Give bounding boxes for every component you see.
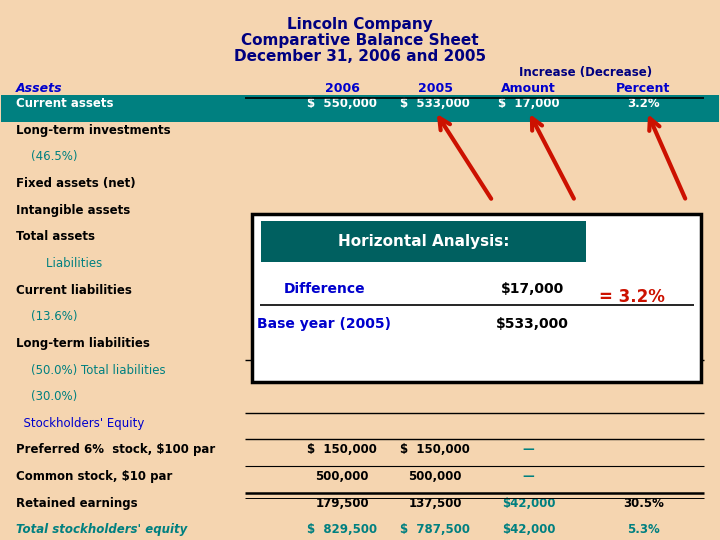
Text: (30.0%): (30.0%) <box>16 390 77 403</box>
Text: $  17,000: $ 17,000 <box>498 97 559 110</box>
Text: $42,000: $42,000 <box>502 497 555 510</box>
Text: $  310,000: $ 310,000 <box>310 363 374 376</box>
Text: $533,000: $533,000 <box>495 316 569 330</box>
Text: (50.0%) Total liabilities: (50.0%) Total liabilities <box>16 363 166 376</box>
Text: $  787,500: $ 787,500 <box>400 523 470 536</box>
Text: $17,000: $17,000 <box>500 282 564 296</box>
Text: (100,00: (100,00 <box>503 337 554 350</box>
Text: 500,000: 500,000 <box>408 470 462 483</box>
Text: —: — <box>523 443 534 456</box>
Text: (13.6%): (13.6%) <box>16 310 77 323</box>
Text: Stockholders' Equity: Stockholders' Equity <box>16 417 144 430</box>
Text: Percent: Percent <box>616 82 670 96</box>
Text: Comparative Balance Sheet: Comparative Balance Sheet <box>241 33 479 49</box>
Text: 2005: 2005 <box>418 82 453 96</box>
Text: 137,500: 137,500 <box>408 497 462 510</box>
Text: Preferred 6%  stock, $100 par: Preferred 6% stock, $100 par <box>16 443 215 456</box>
Text: $  550,000: $ 550,000 <box>307 97 377 110</box>
Text: 30.5%: 30.5% <box>623 497 664 510</box>
Text: $  150,000: $ 150,000 <box>307 443 377 456</box>
Text: Assets: Assets <box>16 82 63 96</box>
Text: Liabilities: Liabilities <box>16 257 102 270</box>
Text: 179,500: 179,500 <box>315 497 369 510</box>
Text: Common stock, $10 par: Common stock, $10 par <box>16 470 172 483</box>
FancyBboxPatch shape <box>261 221 586 262</box>
Text: $42,000: $42,000 <box>502 523 555 536</box>
Text: = 3.2%: = 3.2% <box>599 288 665 306</box>
Text: Horizontal Analysis:: Horizontal Analysis: <box>338 234 509 249</box>
Text: Increase (Decrease): Increase (Decrease) <box>519 66 652 79</box>
Text: 500,000: 500,000 <box>315 470 369 483</box>
Text: Current liabilities: Current liabilities <box>16 284 132 296</box>
Text: $(133,00: $(133,00 <box>502 363 555 376</box>
Text: Total stockholders' equity: Total stockholders' equity <box>16 523 187 536</box>
Text: Long-term investments: Long-term investments <box>16 124 171 137</box>
Text: Fixed assets (net): Fixed assets (net) <box>16 177 135 190</box>
Text: Retained earnings: Retained earnings <box>16 497 138 510</box>
Text: $  150,000: $ 150,000 <box>400 443 470 456</box>
Text: Current assets: Current assets <box>16 97 113 110</box>
Text: Long-term liabilities: Long-term liabilities <box>16 337 150 350</box>
Text: 100,000: 100,000 <box>315 337 369 350</box>
Text: (46.5%): (46.5%) <box>16 151 77 164</box>
Text: 3.2%: 3.2% <box>627 97 660 110</box>
Text: $  829,500: $ 829,500 <box>307 523 377 536</box>
Text: Base year (2005): Base year (2005) <box>257 316 391 330</box>
Text: Difference: Difference <box>284 282 365 296</box>
FancyBboxPatch shape <box>1 95 719 122</box>
Text: $  443,000: $ 443,000 <box>404 363 467 376</box>
Text: 5.3%: 5.3% <box>627 523 660 536</box>
Text: 200,000: 200,000 <box>409 337 462 350</box>
Text: Lincoln Company: Lincoln Company <box>287 17 433 32</box>
FancyBboxPatch shape <box>253 214 701 382</box>
Text: —: — <box>523 470 534 483</box>
Text: Amount: Amount <box>501 82 556 96</box>
Text: $  533,000: $ 533,000 <box>400 97 470 110</box>
Text: December 31, 2006 and 2005: December 31, 2006 and 2005 <box>234 49 486 64</box>
Text: Intangible assets: Intangible assets <box>16 204 130 217</box>
Text: 2006: 2006 <box>325 82 359 96</box>
Text: Total assets: Total assets <box>16 231 95 244</box>
